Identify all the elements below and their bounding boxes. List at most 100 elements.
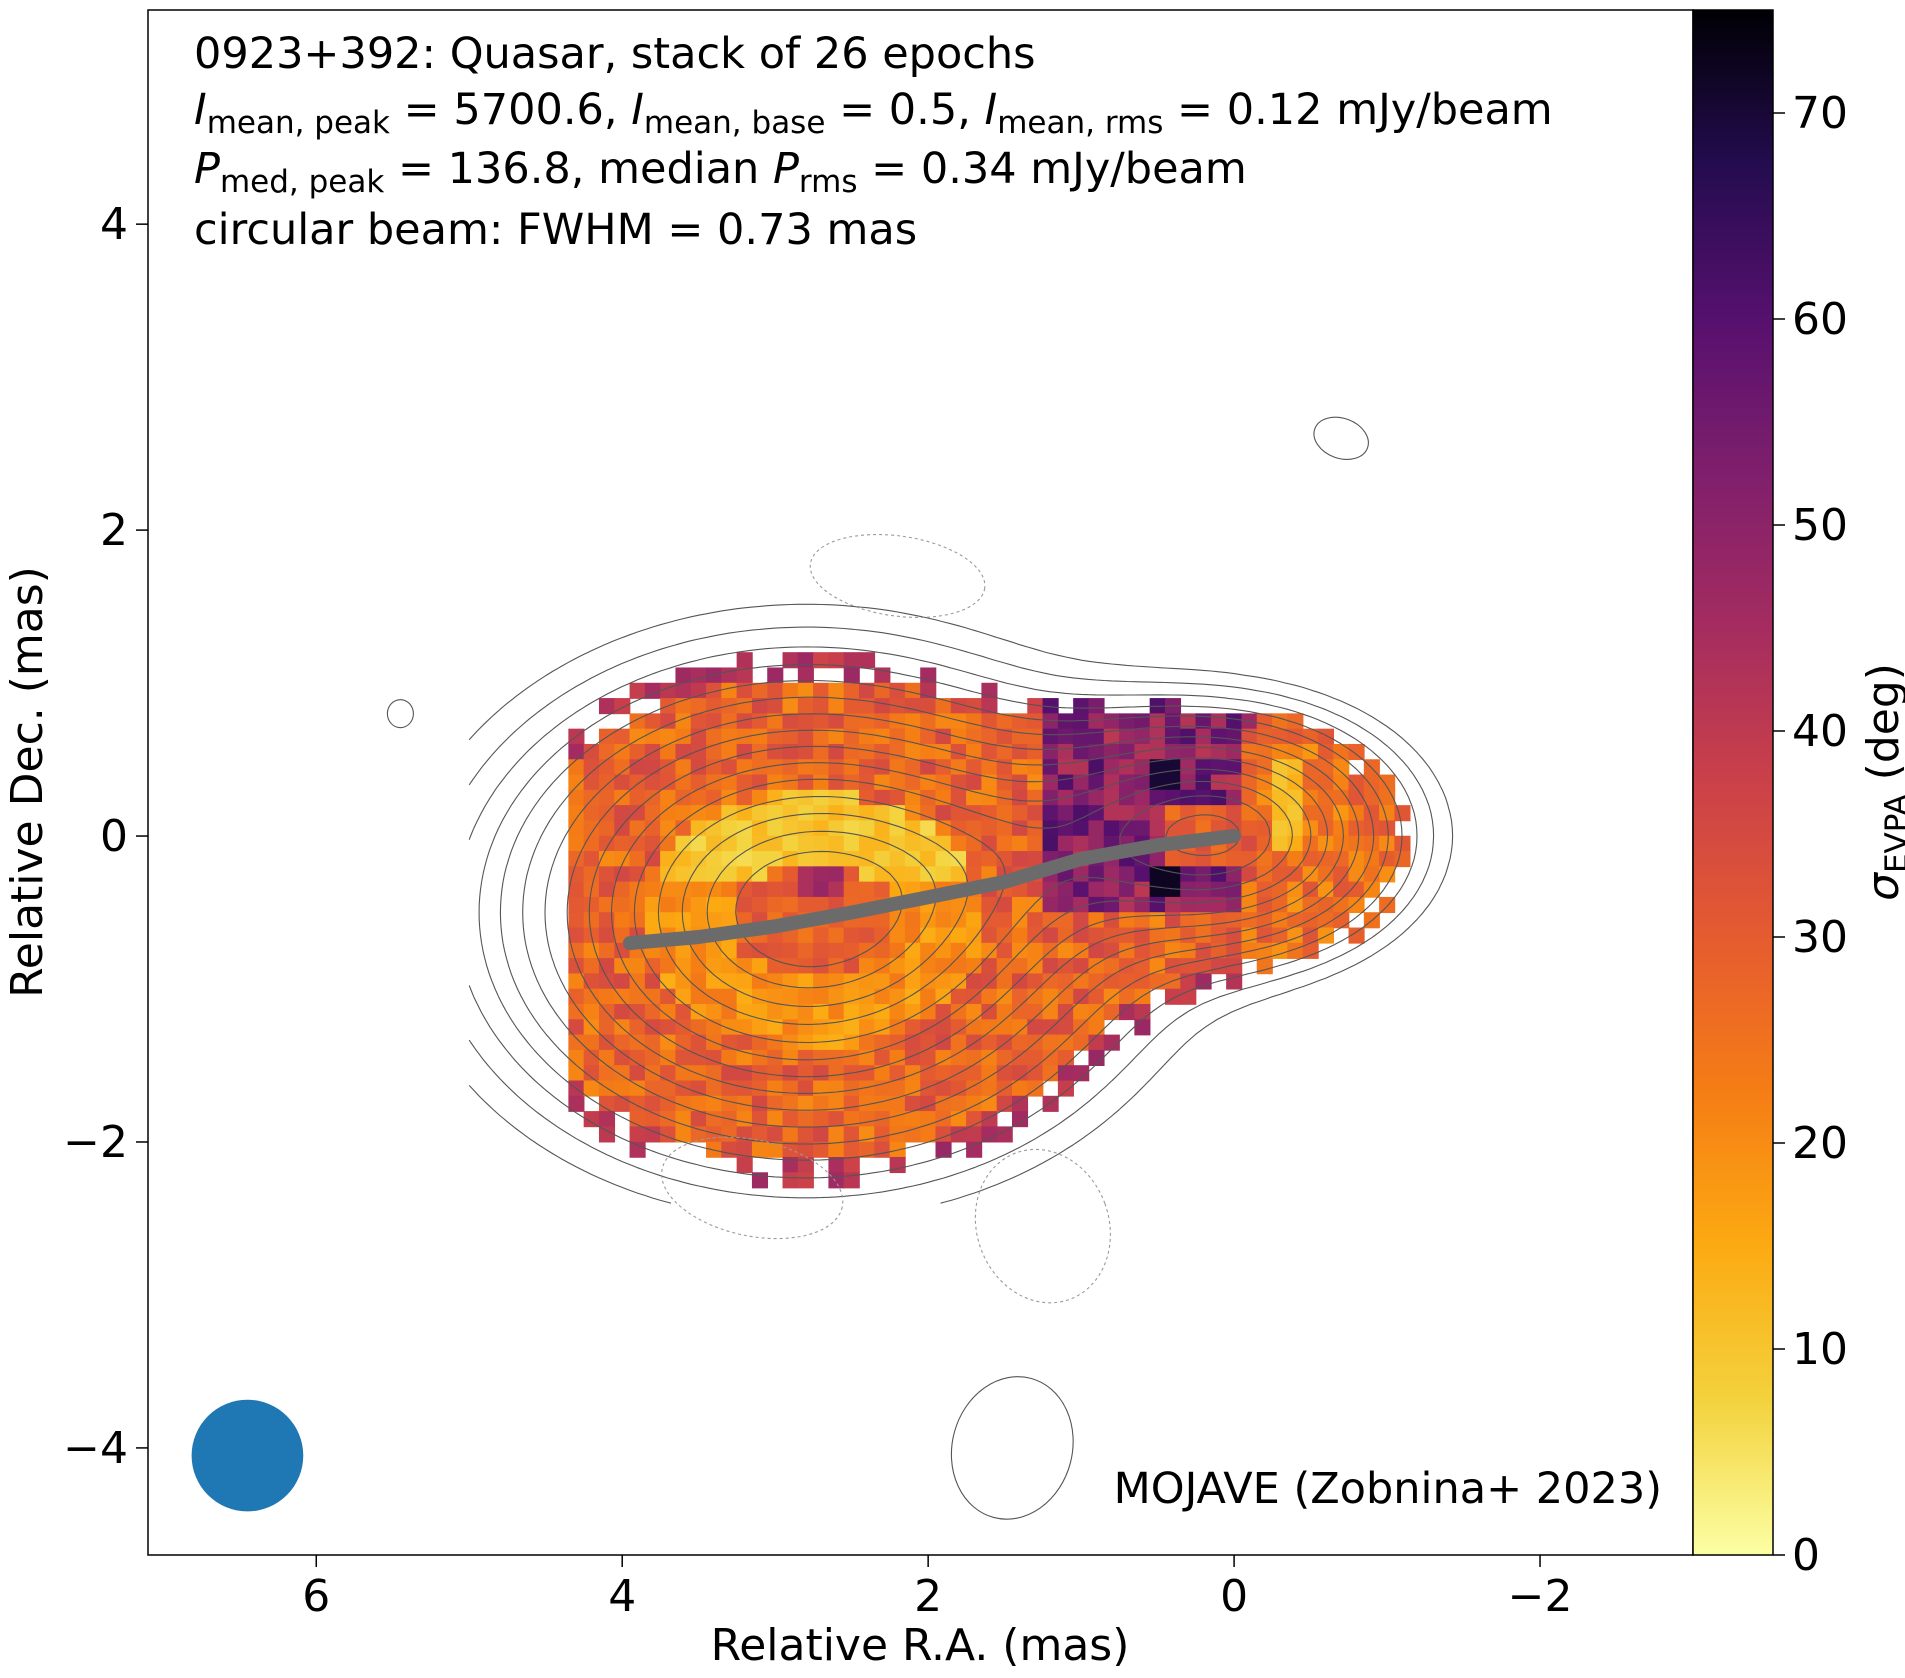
heatmap-cell (797, 896, 814, 914)
heatmap-cell (751, 866, 769, 883)
heatmap-cell (920, 1126, 937, 1143)
heatmap-cell (583, 1019, 600, 1036)
heatmap-cell (736, 1095, 753, 1112)
heatmap-cell (568, 1065, 585, 1082)
heatmap-cell (736, 805, 753, 822)
heatmap-cell (751, 698, 769, 715)
heatmap-cell (996, 820, 1013, 837)
heatmap-cell (1379, 805, 1396, 822)
heatmap-cell (1226, 774, 1243, 791)
heatmap-cell (1164, 896, 1182, 914)
heatmap-cell (843, 789, 860, 806)
heatmap-cell (1287, 728, 1304, 745)
heatmap-cell (1226, 942, 1243, 959)
heatmap-cell (1103, 1004, 1120, 1021)
heatmap-cell (1103, 942, 1120, 959)
heatmap-cell (828, 759, 845, 776)
heatmap-cell (1042, 912, 1059, 929)
heatmap-cell (751, 728, 769, 745)
heatmap-cell (935, 942, 952, 959)
heatmap-cell (690, 820, 707, 837)
heatmap-cell (782, 652, 799, 669)
heatmap-cell (797, 1004, 814, 1021)
heatmap-cell (1363, 881, 1380, 898)
heatmap-cell (843, 988, 860, 1005)
heatmap-cell (874, 682, 891, 699)
heatmap-cell (1210, 789, 1227, 806)
heatmap-cell (1073, 1065, 1090, 1082)
p-rms-value: 0.34 (921, 144, 1017, 194)
heatmap-cell (935, 835, 952, 852)
heatmap-cell (1027, 1019, 1044, 1036)
heatmap-cell (904, 820, 921, 837)
heatmap-cell (675, 820, 692, 837)
heatmap-cell (981, 988, 998, 1005)
heatmap-cell (1088, 743, 1105, 761)
heatmap-cell (828, 1065, 845, 1082)
heatmap-cell (1164, 820, 1182, 837)
heatmap-cell (981, 1126, 998, 1143)
heatmap-cell (736, 667, 753, 684)
heatmap-cell (797, 988, 814, 1005)
colorbar-tick-label: 20 (1792, 1118, 1848, 1169)
heatmap-cell (889, 774, 906, 791)
heatmap-cell (598, 698, 616, 715)
heatmap-cell (1333, 743, 1350, 761)
heatmap-cell (767, 1019, 784, 1036)
heatmap-cell (981, 805, 998, 822)
heatmap-cell (1088, 881, 1105, 898)
heatmap-cell (690, 713, 707, 730)
heatmap-cell (1057, 835, 1074, 852)
heatmap-cell (782, 1080, 799, 1097)
heatmap-cell (904, 988, 921, 1005)
heatmap-cell (1348, 927, 1365, 944)
heatmap-cell (1149, 866, 1166, 883)
heatmap-cell (1103, 866, 1120, 883)
heatmap-cell (736, 1034, 753, 1051)
contour-level (588, 745, 1329, 1078)
heatmap-cell (1011, 988, 1029, 1005)
heatmap-cell (675, 866, 692, 883)
heatmap-cell (690, 973, 707, 990)
heatmap-cell (1073, 713, 1090, 730)
heatmap-cell (721, 958, 738, 975)
colorbar-tick-label: 70 (1792, 88, 1848, 139)
heatmap-cell (1348, 835, 1365, 852)
heatmap-cell (598, 1095, 616, 1112)
heatmap-cell (828, 1111, 845, 1128)
heatmap-cell (598, 1019, 616, 1036)
heatmap-cell (981, 774, 998, 791)
heatmap-cell (1180, 851, 1197, 868)
heatmap-cell (721, 1065, 738, 1082)
heatmap-cell (1134, 713, 1151, 730)
colorbar-ticks: 0 10 20 30 40 50 60 70 (1773, 88, 1848, 1581)
heatmap-cell (1134, 1019, 1151, 1036)
heatmap-cell (767, 1034, 784, 1051)
heatmap-cell (782, 682, 799, 699)
colorbar-tick-label: 50 (1792, 500, 1848, 551)
heatmap-cell (767, 805, 784, 822)
heatmap-cell (1241, 789, 1258, 806)
heatmap-cell (690, 1065, 707, 1082)
heatmap-cell (996, 912, 1013, 929)
contour-level (610, 762, 1312, 1061)
heatmap-cell (706, 851, 723, 868)
heatmap-cell (1027, 942, 1044, 959)
heatmap-cell (614, 1034, 631, 1051)
heatmap-cell (920, 958, 937, 975)
heatmap-cell (935, 728, 952, 745)
heatmap-cell (598, 1126, 616, 1143)
heatmap-cell (706, 682, 723, 699)
heatmap-cell (1073, 698, 1090, 715)
heatmap-cell (1302, 774, 1319, 791)
heatmap-cell (920, 942, 937, 959)
heatmap-cell (1134, 912, 1151, 929)
heatmap-cell (1180, 896, 1197, 914)
heatmap-cell (828, 652, 845, 669)
heatmap-cell (1057, 728, 1074, 745)
heatmap-cell (1363, 820, 1380, 837)
colorbar-tick-label: 30 (1792, 912, 1848, 963)
heatmap-cell (1302, 881, 1319, 898)
heatmap-cell (1164, 851, 1182, 868)
heatmap-cell (751, 1111, 769, 1128)
